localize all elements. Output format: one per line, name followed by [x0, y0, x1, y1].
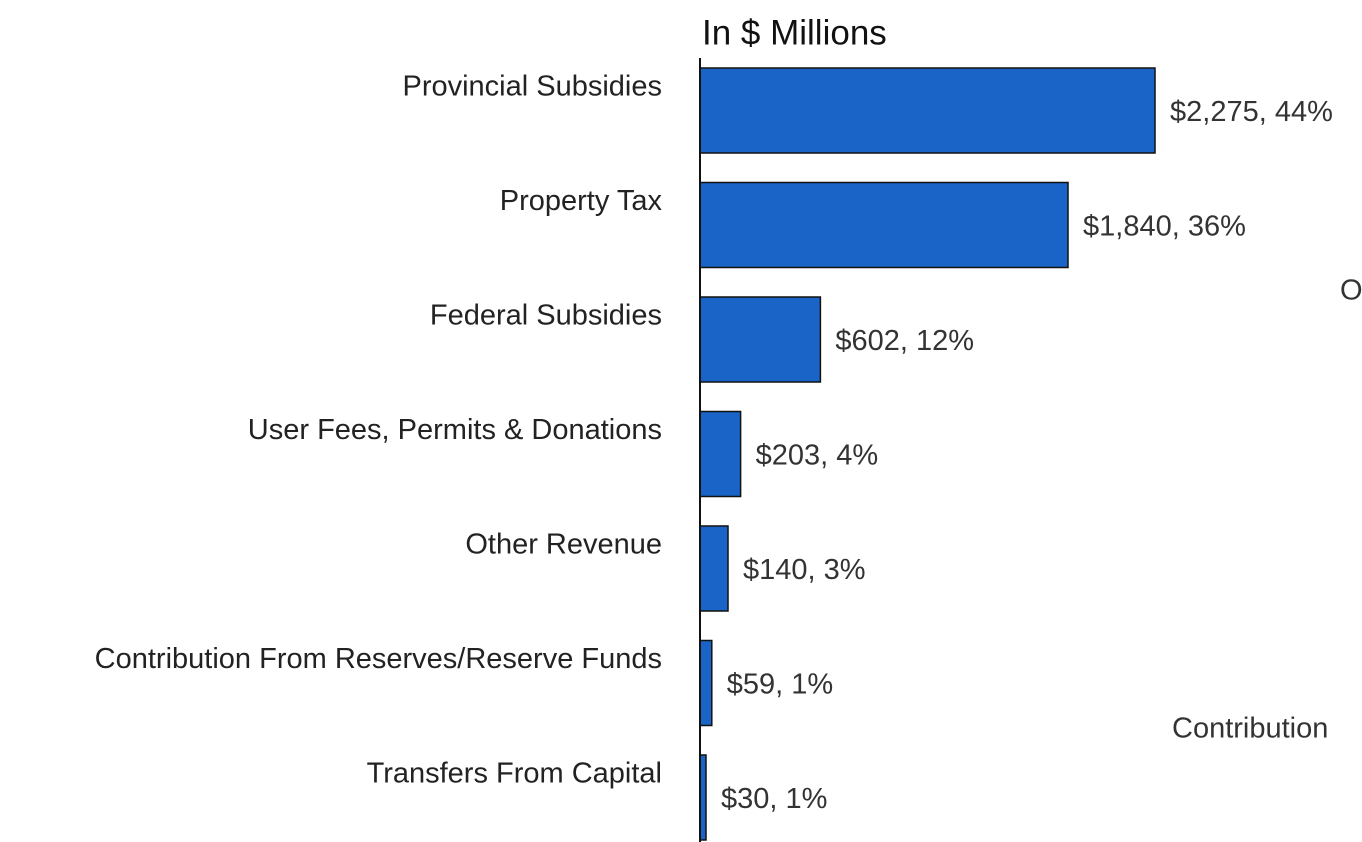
bar	[699, 639, 713, 727]
category-label: User Fees, Permits & Donations	[248, 414, 662, 446]
category-label: Contribution From Reserves/Reserve Funds	[95, 643, 662, 675]
annotation: O	[1340, 275, 1362, 307]
bar	[699, 181, 1069, 269]
category-label: Provincial Subsidies	[402, 71, 662, 103]
value-label: $140, 3%	[743, 554, 866, 586]
chart-title: In $ Millions	[702, 13, 887, 52]
annotation: Contribution	[1172, 713, 1328, 745]
value-label: $2,275, 44%	[1170, 96, 1333, 128]
value-label: $602, 12%	[835, 325, 974, 357]
category-label: Other Revenue	[465, 529, 662, 561]
category-label: Federal Subsidies	[430, 300, 662, 332]
bar	[699, 296, 822, 383]
value-label: $59, 1%	[727, 669, 833, 701]
value-label: $30, 1%	[721, 783, 827, 815]
bar	[699, 525, 729, 612]
bar	[699, 67, 1156, 154]
category-label: Transfers From Capital	[367, 758, 662, 790]
value-label: $203, 4%	[756, 440, 879, 472]
category-label: Property Tax	[500, 185, 663, 217]
value-label: $1,840, 36%	[1083, 211, 1246, 243]
bar	[699, 410, 742, 498]
